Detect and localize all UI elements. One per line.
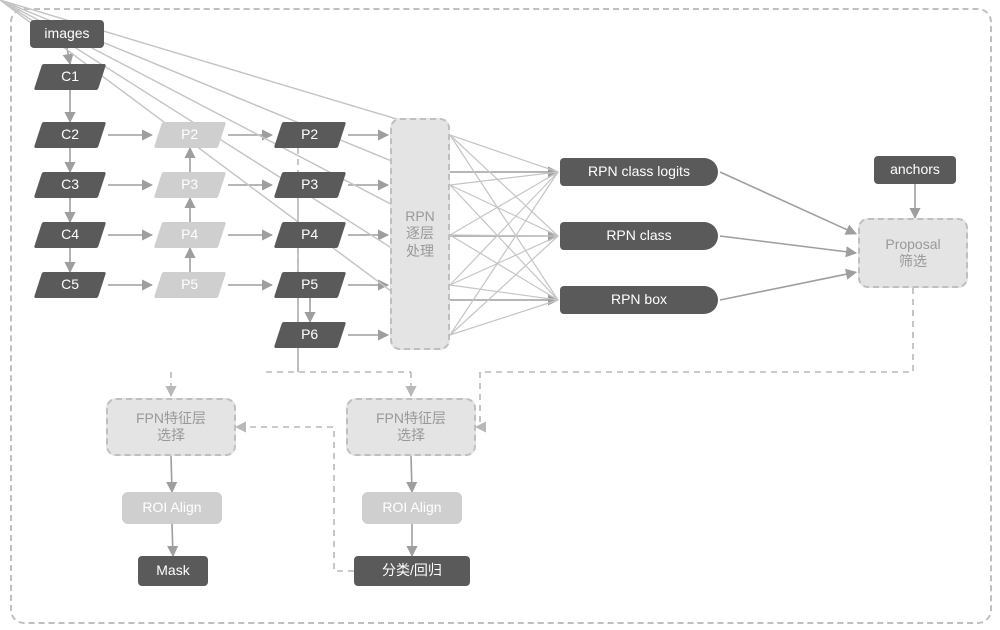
node-label-p5b: P5 bbox=[301, 276, 318, 294]
node-images: images bbox=[30, 20, 104, 48]
node-label-anchors: anchors bbox=[890, 161, 940, 179]
node-p3a: P3 bbox=[154, 172, 226, 198]
node-p4a: P4 bbox=[154, 222, 226, 248]
node-roi1: ROI Align bbox=[122, 492, 222, 524]
node-label-p3a: P3 bbox=[181, 176, 198, 194]
node-label-c3: C3 bbox=[61, 176, 79, 194]
node-p6: P6 bbox=[274, 322, 346, 348]
node-label-p2b: P2 bbox=[301, 126, 318, 144]
node-c4: C4 bbox=[34, 222, 106, 248]
diagram-canvas: images C1 C2 C3 C4 C5 P2 P3 P4 P5 P2 P3 P4 P5 P6 RPN 逐层… bbox=[0, 0, 1000, 630]
node-rpn_box: RPN box bbox=[560, 286, 718, 314]
node-label-rpn_class: RPN class bbox=[606, 227, 671, 245]
node-proposal: Proposal 筛选 bbox=[858, 218, 968, 288]
node-rpn: RPN 逐层 处理 bbox=[390, 118, 450, 350]
node-label-fpn_sel1: FPN特征层 选择 bbox=[136, 410, 206, 445]
node-c3: C3 bbox=[34, 172, 106, 198]
node-p2a: P2 bbox=[154, 122, 226, 148]
node-clsreg: 分类/回归 bbox=[354, 556, 470, 586]
node-label-p4a: P4 bbox=[181, 226, 198, 244]
node-roi2: ROI Align bbox=[362, 492, 462, 524]
node-label-c5: C5 bbox=[61, 276, 79, 294]
node-rpn_logits: RPN class logits bbox=[560, 158, 718, 186]
node-label-c2: C2 bbox=[61, 126, 79, 144]
node-label-fpn_sel2: FPN特征层 选择 bbox=[376, 410, 446, 445]
node-label-mask: Mask bbox=[156, 562, 189, 580]
node-label-roi1: ROI Align bbox=[142, 499, 201, 517]
node-label-c1: C1 bbox=[61, 68, 79, 86]
node-label-clsreg: 分类/回归 bbox=[382, 562, 442, 580]
node-p4b: P4 bbox=[274, 222, 346, 248]
node-label-p5a: P5 bbox=[181, 276, 198, 294]
node-label-p3b: P3 bbox=[301, 176, 318, 194]
node-label-roi2: ROI Align bbox=[382, 499, 441, 517]
node-label-p6: P6 bbox=[301, 326, 318, 344]
node-p2b: P2 bbox=[274, 122, 346, 148]
node-label-p2a: P2 bbox=[181, 126, 198, 144]
node-mask: Mask bbox=[138, 556, 208, 586]
node-rpn_class: RPN class bbox=[560, 222, 718, 250]
node-c2: C2 bbox=[34, 122, 106, 148]
node-p5a: P5 bbox=[154, 272, 226, 298]
outer-border bbox=[10, 8, 992, 624]
node-label-proposal: Proposal 筛选 bbox=[885, 236, 940, 271]
node-fpn_sel2: FPN特征层 选择 bbox=[346, 398, 476, 456]
node-p5b: P5 bbox=[274, 272, 346, 298]
node-fpn_sel1: FPN特征层 选择 bbox=[106, 398, 236, 456]
node-label-rpn_logits: RPN class logits bbox=[588, 163, 690, 181]
node-c5: C5 bbox=[34, 272, 106, 298]
node-p3b: P3 bbox=[274, 172, 346, 198]
node-c1: C1 bbox=[34, 64, 106, 90]
node-label-rpn: RPN 逐层 处理 bbox=[405, 208, 435, 261]
node-label-p4b: P4 bbox=[301, 226, 318, 244]
node-label-c4: C4 bbox=[61, 226, 79, 244]
node-label-images: images bbox=[44, 25, 89, 43]
node-label-rpn_box: RPN box bbox=[611, 291, 667, 309]
node-anchors: anchors bbox=[874, 156, 956, 184]
